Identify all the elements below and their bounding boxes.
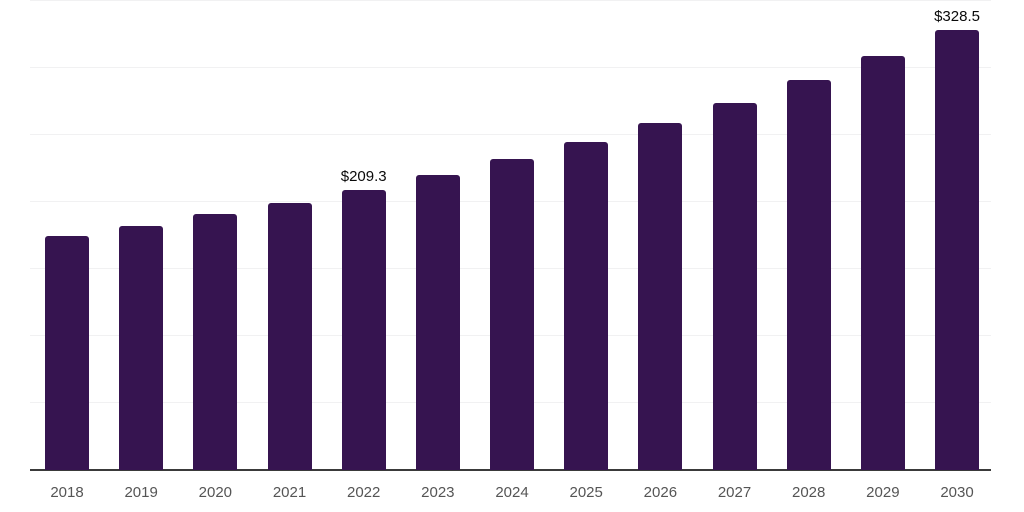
x-tick-label-2020: 2020 [198,484,233,501]
x-tick-label-2022: 2022 [346,484,381,501]
bar-2027 [712,103,757,470]
bar-2030 [935,29,980,470]
x-tick-label-2018: 2018 [50,484,84,501]
x-tick-label-2021: 2021 [272,484,307,501]
x-tick-label-2028: 2028 [792,484,826,501]
gridline-300 [30,67,991,68]
bar-2023 [415,174,460,470]
bar-2025 [564,142,609,470]
x-tick-label-2026: 2026 [643,484,678,501]
bar-2028 [786,80,831,470]
x-tick-label-2023: 2023 [421,484,455,501]
bar-2022 [341,189,386,470]
gridline-350 [30,0,991,1]
bar-2026 [638,122,683,470]
gridline-250 [30,134,991,135]
plot-area: $209.3 $328.5 [30,0,991,471]
bar-2018 [45,236,89,470]
x-tick-label-2027: 2027 [717,484,752,501]
x-tick-label-2019: 2019 [124,484,158,501]
x-tick-label-2024: 2024 [495,484,529,501]
data-label-2030: $328.5 [934,7,980,25]
bar-2021 [267,203,312,470]
x-tick-label-2025: 2025 [569,484,603,501]
bar-2020 [193,214,238,470]
x-tick-label-2030: 2030 [940,484,974,501]
bar-2019 [119,225,164,470]
x-tick-label-2029: 2029 [866,484,900,501]
bar-2029 [860,55,905,470]
data-label-2022: $209.3 [340,167,387,185]
x-axis-line [30,469,991,471]
bar-2024 [490,159,535,470]
